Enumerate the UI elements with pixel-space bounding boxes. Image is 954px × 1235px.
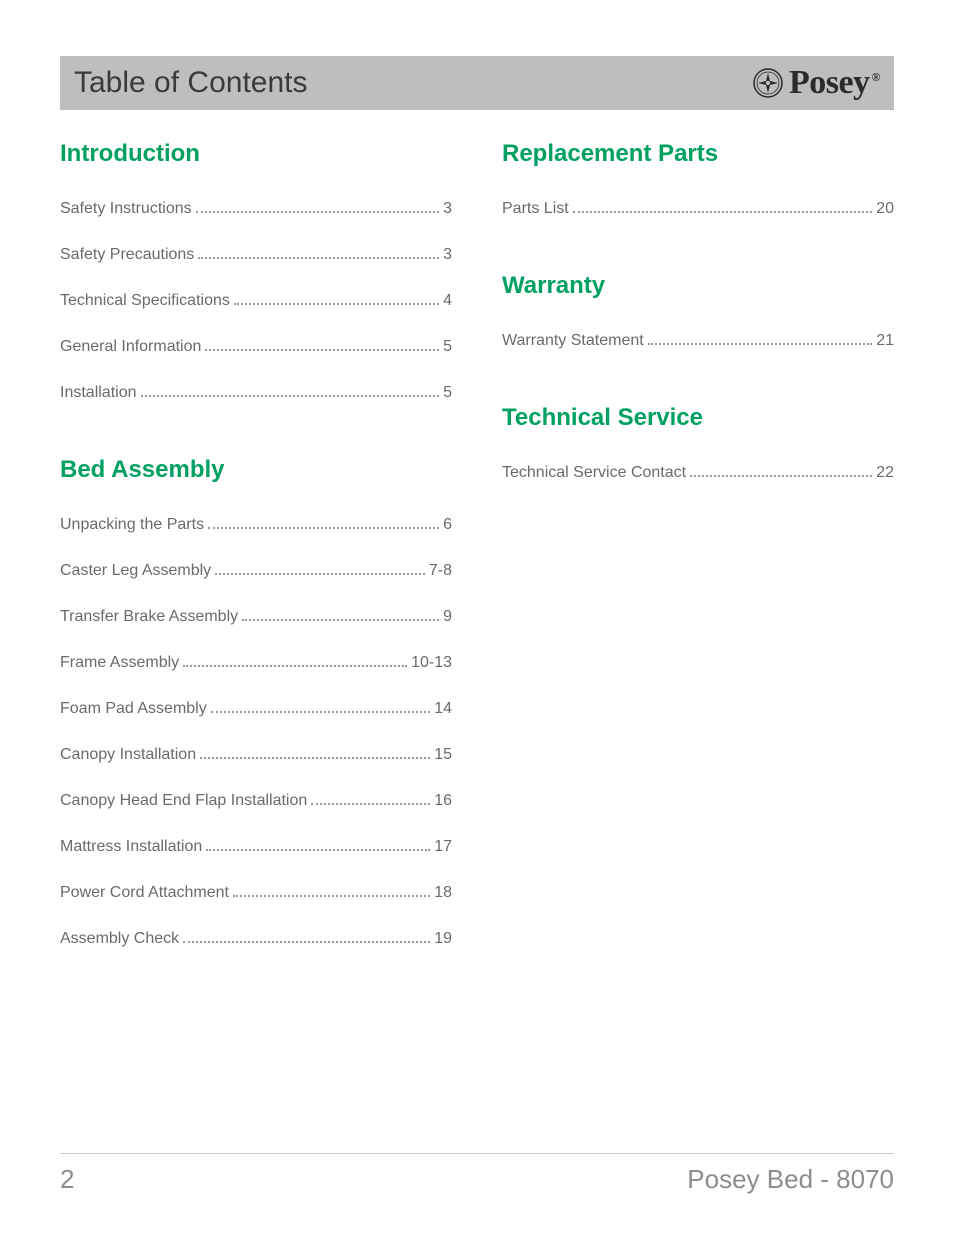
toc-label: Unpacking the Parts — [60, 516, 206, 534]
toc-label: Warranty Statement — [502, 332, 646, 350]
toc-page-number: 18 — [432, 884, 452, 902]
section-title: Replacement Parts — [502, 140, 894, 168]
toc-entry: Parts List 20 — [502, 200, 894, 218]
toc-entry: Safety Instructions 3 — [60, 200, 452, 218]
toc-label: Safety Instructions — [60, 200, 194, 218]
toc-page-number: 15 — [432, 746, 452, 764]
toc-leader-dots — [196, 211, 439, 213]
left-column: IntroductionSafety Instructions3Safety P… — [60, 134, 452, 1002]
toc-page-number: 7-8 — [427, 562, 452, 580]
registered-mark: ® — [872, 70, 880, 84]
section-title: Bed Assembly — [60, 456, 452, 484]
document-title: Posey Bed - 8070 — [687, 1164, 894, 1195]
content-columns: IntroductionSafety Instructions3Safety P… — [60, 134, 894, 1002]
toc-entry: Transfer Brake Assembly 9 — [60, 608, 452, 626]
toc-page-number: 4 — [441, 292, 452, 310]
toc-label: Caster Leg Assembly — [60, 562, 213, 580]
toc-entry: Unpacking the Parts 6 — [60, 516, 452, 534]
toc-label: Mattress Installation — [60, 838, 204, 856]
brand-icon — [753, 68, 783, 98]
toc-leader-dots — [234, 303, 439, 305]
header-bar: Table of Contents Posey® — [60, 56, 894, 110]
toc-page-number: 22 — [874, 464, 894, 482]
toc-label: Assembly Check — [60, 930, 181, 948]
toc-page-number: 20 — [874, 200, 894, 218]
toc-leader-dots — [205, 349, 439, 351]
toc-page-number: 5 — [441, 384, 452, 402]
toc-label: Safety Precautions — [60, 246, 196, 264]
toc-page-number: 9 — [441, 608, 452, 626]
toc-leader-dots — [690, 475, 872, 477]
toc-entry: Warranty Statement 21 — [502, 332, 894, 350]
toc-label: Technical Service Contact — [502, 464, 688, 482]
toc-label: General Information — [60, 338, 203, 356]
page-container: Table of Contents Posey® Introduction Saf… — [0, 0, 954, 1002]
toc-entry: Power Cord Attachment 18 — [60, 884, 452, 902]
toc-page-number: 6 — [441, 516, 452, 534]
toc-leader-dots — [208, 527, 439, 529]
toc-page-number: 3 — [441, 246, 452, 264]
toc-entry: Frame Assembly 10-13 — [60, 654, 452, 672]
toc-page-number: 17 — [432, 838, 452, 856]
toc-leader-dots — [141, 395, 440, 397]
toc-leader-dots — [211, 711, 430, 713]
toc-leader-dots — [233, 895, 430, 897]
right-column: Replacement PartsParts List20WarrantyWar… — [502, 134, 894, 1002]
toc-entry: Assembly Check 19 — [60, 930, 452, 948]
toc-label: Frame Assembly — [60, 654, 181, 672]
toc-label: Parts List — [502, 200, 571, 218]
toc-page-number: 21 — [874, 332, 894, 350]
brand-logo: Posey® — [753, 64, 880, 102]
page-title: Table of Contents — [74, 66, 307, 100]
toc-label: Installation — [60, 384, 139, 402]
toc-page-number: 5 — [441, 338, 452, 356]
toc-page-number: 3 — [441, 200, 452, 218]
toc-entry: Installation 5 — [60, 384, 452, 402]
footer: 2 Posey Bed - 8070 — [60, 1153, 894, 1195]
toc-leader-dots — [198, 257, 439, 259]
toc-leader-dots — [311, 803, 430, 805]
toc-page-number: 14 — [432, 700, 452, 718]
toc-entry: Canopy Installation 15 — [60, 746, 452, 764]
toc-entry: Foam Pad Assembly 14 — [60, 700, 452, 718]
toc-entry: General Information 5 — [60, 338, 452, 356]
toc-label: Transfer Brake Assembly — [60, 608, 240, 626]
toc-entry: Canopy Head End Flap Installation 16 — [60, 792, 452, 810]
toc-label: Power Cord Attachment — [60, 884, 231, 902]
toc-section: Technical Service Technical Service Conta… — [502, 404, 894, 482]
toc-section: Replacement Parts Parts List 20 — [502, 140, 894, 218]
toc-label: Foam Pad Assembly — [60, 700, 209, 718]
toc-entry: Caster Leg Assembly 7-8 — [60, 562, 452, 580]
toc-leader-dots — [648, 343, 873, 345]
toc-label: Canopy Head End Flap Installation — [60, 792, 309, 810]
toc-entry: Safety Precautions 3 — [60, 246, 452, 264]
brand-text: Posey — [789, 64, 870, 101]
toc-entry: Technical Service Contact 22 — [502, 464, 894, 482]
toc-page-number: 16 — [432, 792, 452, 810]
toc-section: Warranty Warranty Statement 21 — [502, 272, 894, 350]
toc-leader-dots — [215, 573, 425, 575]
toc-leader-dots — [206, 849, 430, 851]
toc-leader-dots — [242, 619, 439, 621]
toc-label: Technical Specifications — [60, 292, 232, 310]
section-title: Introduction — [60, 140, 452, 168]
toc-leader-dots — [200, 757, 430, 759]
toc-leader-dots — [183, 665, 407, 667]
brand-name: Posey® — [789, 64, 880, 102]
section-title: Warranty — [502, 272, 894, 300]
toc-page-number: 10-13 — [409, 654, 452, 672]
toc-page-number: 19 — [432, 930, 452, 948]
toc-label: Canopy Installation — [60, 746, 198, 764]
toc-section: Bed Assembly Unpacking the Parts 6 Caster L… — [60, 456, 452, 948]
toc-entry: Technical Specifications 4 — [60, 292, 452, 310]
toc-section: IntroductionSafety Instructions3Safety P… — [60, 140, 452, 402]
toc-leader-dots — [183, 941, 430, 943]
toc-entry: Mattress Installation 17 — [60, 838, 452, 856]
page-number: 2 — [60, 1164, 74, 1195]
section-title: Technical Service — [502, 404, 894, 432]
toc-leader-dots — [573, 211, 873, 213]
